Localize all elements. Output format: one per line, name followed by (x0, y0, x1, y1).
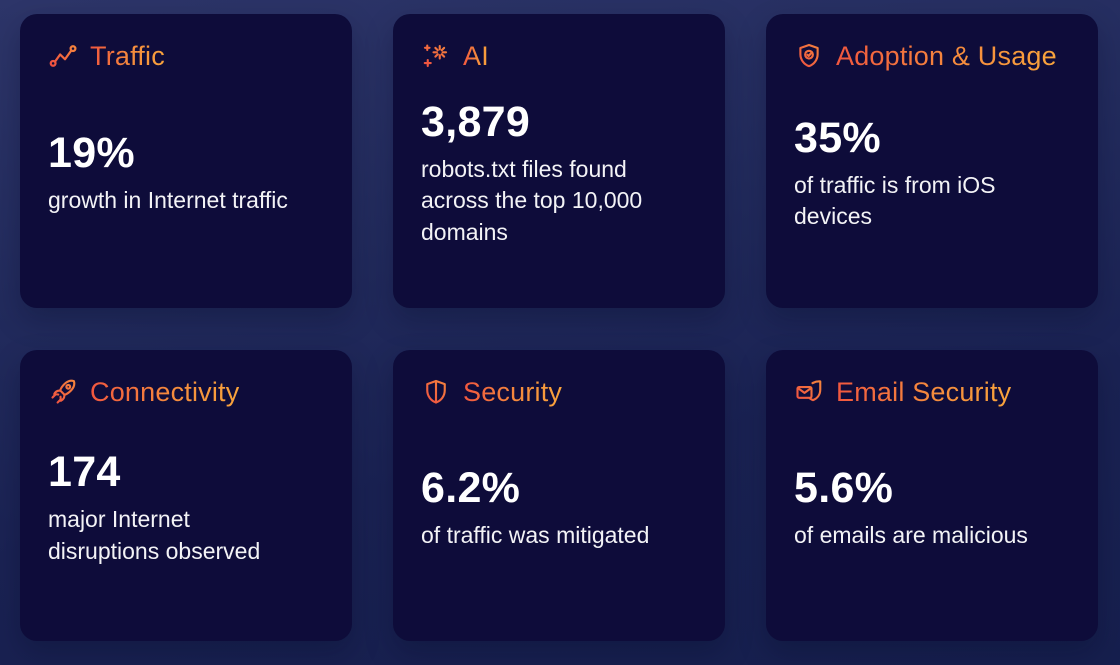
card-body: 174 major Internet disruptions observed (48, 408, 324, 617)
card-header: Adoption & Usage (794, 40, 1070, 72)
card-header: AI (421, 40, 697, 72)
stat-value: 3,879 (421, 98, 531, 147)
card-body: 6.2% of traffic was mitigated (421, 408, 697, 617)
card-body: 5.6% of emails are malicious (794, 408, 1070, 617)
stat-card-email-security[interactable]: Email Security 5.6% of emails are malici… (766, 350, 1098, 641)
card-body: 19% growth in Internet traffic (48, 72, 324, 284)
stat-card-connectivity[interactable]: Connectivity 174 major Internet disrupti… (20, 350, 352, 641)
card-title: Security (463, 376, 563, 407)
sparkles-icon (421, 41, 451, 71)
card-header: Connectivity (48, 376, 324, 408)
stat-value: 19% (48, 129, 135, 178)
stat-description: major Internet disruptions observed (48, 506, 261, 564)
shield-email-icon (794, 377, 824, 407)
card-header: Security (421, 376, 697, 408)
stat-value: 35% (794, 113, 881, 162)
stat-description: robots.txt files found across the top 10… (421, 156, 643, 245)
card-title: Adoption & Usage (836, 40, 1057, 71)
trend-line-icon (48, 41, 78, 71)
card-body: 35% of traffic is from iOS devices (794, 72, 1070, 284)
card-header: Email Security (794, 376, 1070, 408)
stat-value: 6.2% (421, 463, 521, 512)
card-title: Email Security (836, 376, 1012, 407)
card-title: Connectivity (90, 376, 240, 407)
stat-value: 174 (48, 448, 121, 497)
card-title: AI (463, 40, 489, 71)
rocket-icon (48, 377, 78, 407)
stat-card-security[interactable]: Security 6.2% of traffic was mitigated (393, 350, 725, 641)
stat-description: of traffic is from iOS devices (794, 171, 996, 230)
stat-card-ai[interactable]: AI 3,879 robots.txt files found across t… (393, 14, 725, 308)
stat-value: 5.6% (794, 463, 894, 512)
stat-description: of emails are malicious (794, 521, 1028, 548)
card-body: 3,879 robots.txt files found across the … (421, 72, 697, 284)
stat-card-adoption-usage[interactable]: Adoption & Usage 35% of traffic is from … (766, 14, 1098, 308)
stat-description: of traffic was mitigated (421, 521, 650, 548)
stat-description: growth in Internet traffic (48, 187, 288, 214)
shield-icon (421, 377, 451, 407)
shield-check-icon (794, 41, 824, 71)
stat-card-traffic[interactable]: Traffic 19% growth in Internet traffic (20, 14, 352, 308)
card-title: Traffic (90, 40, 165, 71)
card-header: Traffic (48, 40, 324, 72)
